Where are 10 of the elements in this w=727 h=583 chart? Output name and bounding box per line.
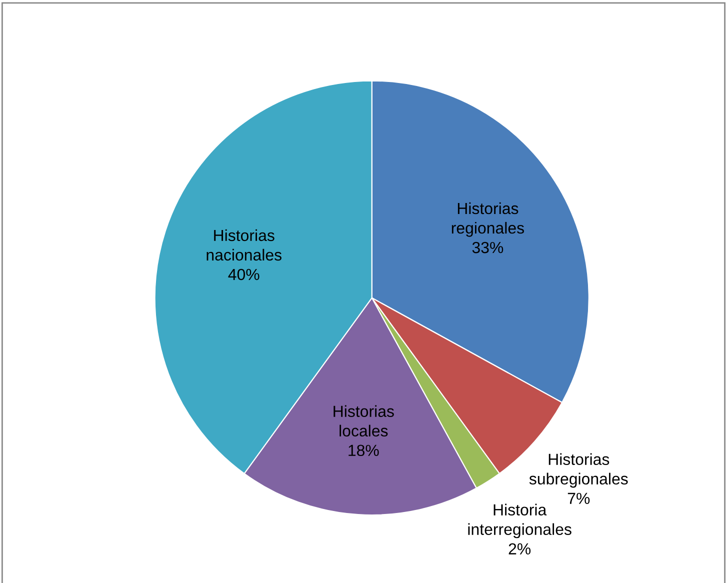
slice-label: Historias subregionales: [529, 453, 628, 488]
data-label: 2%: [508, 543, 531, 554]
slice-label: Historia interregionales: [468, 504, 572, 538]
data-label: 7%: [568, 492, 590, 504]
data-label: 40%: [228, 268, 260, 280]
slice-label: Historias nacionales: [206, 229, 282, 261]
slice-label: Historias regionales: [452, 202, 524, 237]
data-label: 18%: [348, 444, 379, 456]
data-label: 33%: [472, 242, 504, 254]
slice-label: Historias locales: [334, 405, 394, 437]
